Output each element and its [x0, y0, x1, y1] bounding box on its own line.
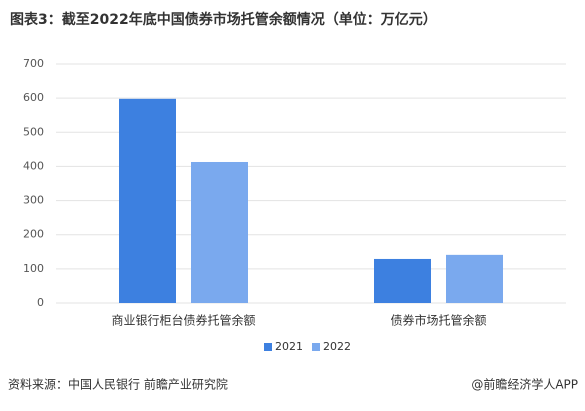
legend-swatch: [264, 343, 272, 351]
bar: [119, 98, 176, 303]
x-tick-label: 商业银行柜台债券托管余额: [111, 313, 255, 328]
y-tick-label: 100: [23, 262, 44, 275]
x-tick-label: 债券市场托管余额: [390, 313, 486, 328]
chart-title: 图表3：截至2022年底中国债券市场托管余额情况（单位：万亿元）: [10, 11, 437, 28]
y-tick-label: 300: [23, 194, 44, 207]
bar: [374, 258, 431, 303]
source: 资料来源：中国人民银行 前瞻产业研究院: [8, 377, 228, 392]
y-tick-label: 0: [37, 296, 44, 309]
y-tick-label: 200: [23, 228, 44, 241]
y-tick-label: 600: [23, 91, 44, 104]
legend-label: 2022: [323, 340, 351, 353]
credit: @前瞻经济学人APP: [471, 377, 578, 392]
bar: [191, 161, 248, 303]
bar: [446, 254, 503, 303]
legend-label: 2021: [275, 340, 303, 353]
y-tick-label: 400: [23, 159, 44, 172]
y-tick-label: 700: [23, 57, 44, 70]
y-tick-label: 500: [23, 125, 44, 138]
legend-swatch: [312, 343, 320, 351]
